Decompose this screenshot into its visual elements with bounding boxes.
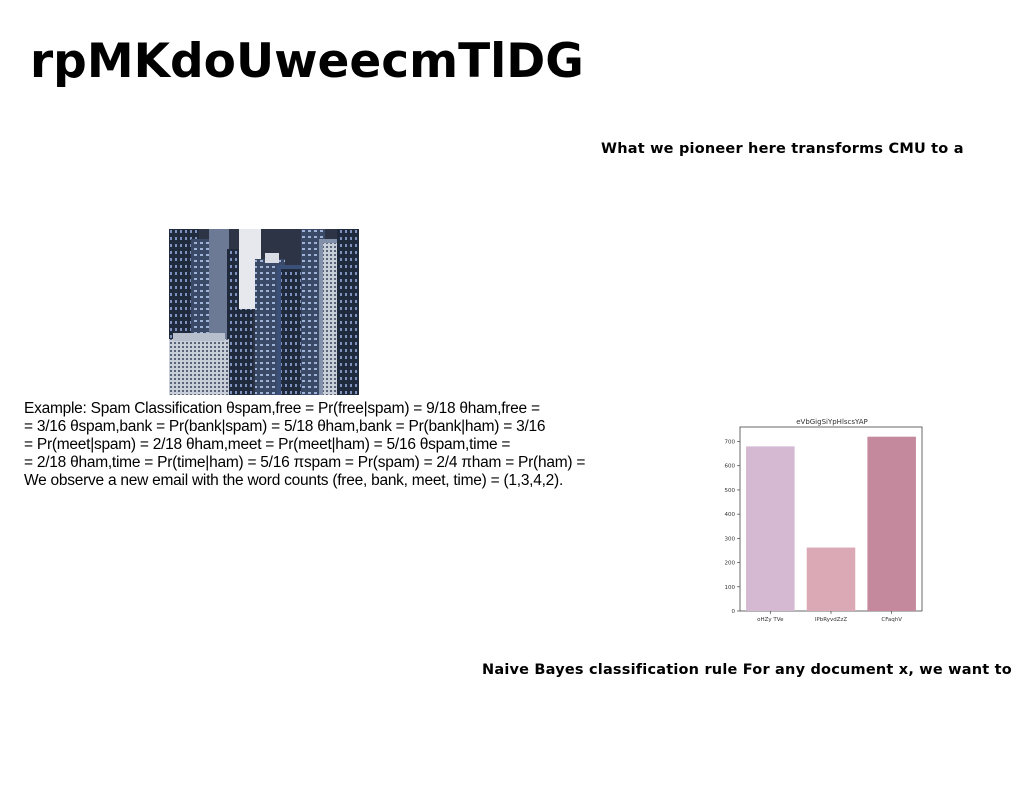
bar xyxy=(867,436,916,611)
caption-bottom: Naive Bayes classification rule For any … xyxy=(482,662,1012,678)
city-photo xyxy=(169,229,359,395)
bar-chart-svg: eVbGigSiYpHlscsYAP 0 100 200 300 400 500 600 70… xyxy=(725,418,923,623)
y-tick-label: 300 xyxy=(725,536,736,542)
y-tick-label: 500 xyxy=(725,488,736,494)
page-title: rpMKdoUweecmTlDG xyxy=(30,34,584,89)
y-tick-label: 100 xyxy=(725,585,736,591)
bar xyxy=(806,547,856,611)
body-line: Example: Spam Classification θspam,free … xyxy=(24,400,540,417)
bar xyxy=(746,446,795,611)
y-tick-label: 600 xyxy=(725,464,736,470)
body-text: Example: Spam Classification θspam,free … xyxy=(24,400,624,490)
body-line: = Pr(meet|spam) = 2/18 θham,meet = Pr(me… xyxy=(24,436,511,453)
caption-top: What we pioneer here transforms CMU to a xyxy=(601,141,964,157)
y-tick-label: 0 xyxy=(732,609,736,615)
city-skyline-image xyxy=(169,229,359,395)
y-tick-label: 200 xyxy=(725,561,736,567)
body-line: = 3/16 θspam,bank = Pr(bank|spam) = 5/18… xyxy=(24,418,546,435)
body-line: We observe a new email with the word cou… xyxy=(24,472,564,489)
chart-title: eVbGigSiYpHlscsYAP xyxy=(796,418,868,426)
x-tick-label: lPbRyvdZzZ xyxy=(815,617,848,623)
body-line: = 2/18 θham,time = Pr(time|ham) = 5/16 π… xyxy=(24,454,586,471)
y-tick-label: 700 xyxy=(725,440,736,446)
bar-chart: eVbGigSiYpHlscsYAP 0 100 200 300 400 500 600 70… xyxy=(722,410,936,630)
x-tick-label: oHZy TVe xyxy=(757,617,784,623)
y-tick-label: 400 xyxy=(725,512,736,518)
x-tick-label: CFaqhV xyxy=(881,617,902,623)
